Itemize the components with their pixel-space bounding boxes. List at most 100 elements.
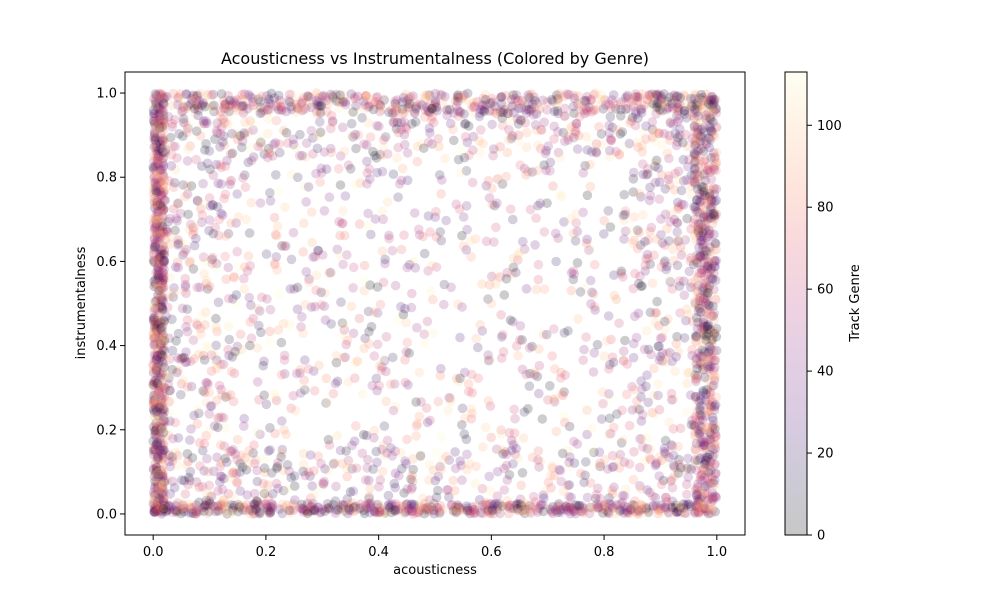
data-point xyxy=(152,454,162,464)
data-point xyxy=(157,371,168,382)
data-point xyxy=(249,458,260,469)
data-point xyxy=(580,470,590,481)
data-point xyxy=(706,473,716,484)
data-point xyxy=(629,384,640,395)
data-point xyxy=(624,97,634,107)
data-point xyxy=(149,188,160,199)
data-point xyxy=(683,161,693,172)
data-point xyxy=(157,147,167,158)
data-point xyxy=(188,335,199,346)
data-point xyxy=(386,443,396,453)
data-point xyxy=(499,463,509,474)
data-point xyxy=(450,502,461,512)
data-point xyxy=(614,318,624,329)
data-point xyxy=(690,421,700,431)
data-point xyxy=(152,363,162,374)
data-point xyxy=(636,105,646,115)
data-point xyxy=(695,200,705,211)
data-point xyxy=(431,447,442,458)
data-point xyxy=(288,505,299,515)
data-point xyxy=(372,120,382,131)
data-point xyxy=(228,396,239,407)
data-point xyxy=(331,481,341,492)
data-point xyxy=(335,445,346,456)
data-point xyxy=(460,95,471,105)
data-point xyxy=(579,96,590,106)
data-point xyxy=(525,500,535,511)
data-point xyxy=(680,129,691,140)
data-point xyxy=(152,262,163,273)
data-point xyxy=(709,346,719,356)
data-point xyxy=(676,250,687,260)
data-point xyxy=(711,431,721,442)
data-point xyxy=(692,195,702,205)
data-point xyxy=(167,476,178,487)
data-point xyxy=(582,234,592,245)
data-point xyxy=(190,480,200,490)
data-point xyxy=(451,199,462,209)
data-point xyxy=(441,104,452,114)
data-point xyxy=(158,419,169,430)
data-point xyxy=(622,103,633,114)
data-point xyxy=(182,315,193,325)
data-point xyxy=(686,93,696,104)
data-point xyxy=(534,360,545,371)
data-point xyxy=(598,104,609,114)
data-point xyxy=(364,164,375,174)
data-point xyxy=(568,228,579,239)
data-point xyxy=(709,196,720,207)
data-point xyxy=(534,462,544,472)
data-point xyxy=(662,357,672,367)
data-point xyxy=(202,284,213,294)
data-point xyxy=(359,139,369,149)
colorbar-tick-label: 40 xyxy=(817,365,834,380)
data-point xyxy=(392,95,402,105)
data-point xyxy=(349,436,360,447)
data-point xyxy=(241,214,251,225)
data-point xyxy=(183,101,193,111)
data-point xyxy=(630,311,640,322)
data-point xyxy=(151,321,162,332)
data-point xyxy=(521,284,532,294)
data-point xyxy=(150,241,161,252)
data-point xyxy=(315,108,326,118)
data-point xyxy=(706,195,716,205)
data-point xyxy=(331,357,342,368)
data-point xyxy=(513,130,524,141)
data-point xyxy=(660,492,671,503)
data-point xyxy=(155,506,165,517)
data-point xyxy=(245,504,256,515)
data-point xyxy=(256,508,266,519)
data-point xyxy=(197,481,208,492)
data-point xyxy=(219,441,230,451)
data-point xyxy=(711,323,722,334)
data-point xyxy=(709,491,720,502)
colorbar-tick-label: 80 xyxy=(817,201,834,216)
data-point xyxy=(186,381,197,392)
data-point xyxy=(194,482,205,493)
data-point xyxy=(690,138,701,148)
data-point xyxy=(150,279,161,289)
data-point xyxy=(502,267,512,278)
data-point xyxy=(313,502,324,513)
data-point xyxy=(354,501,364,512)
data-point xyxy=(673,468,684,478)
data-point xyxy=(354,313,365,324)
data-point xyxy=(204,480,215,491)
data-point xyxy=(292,282,303,293)
data-point xyxy=(709,183,719,193)
data-point xyxy=(154,401,165,412)
data-point xyxy=(190,109,201,119)
data-point xyxy=(609,290,620,301)
data-point xyxy=(390,505,401,515)
colorbar-label: Track Genre xyxy=(848,264,863,343)
data-point xyxy=(170,165,181,175)
data-point xyxy=(673,441,683,452)
data-point xyxy=(157,479,167,489)
data-point xyxy=(470,478,481,489)
data-point xyxy=(251,502,261,512)
data-point xyxy=(359,508,370,519)
data-point xyxy=(152,485,163,495)
data-point xyxy=(415,451,426,462)
data-point xyxy=(338,206,348,216)
